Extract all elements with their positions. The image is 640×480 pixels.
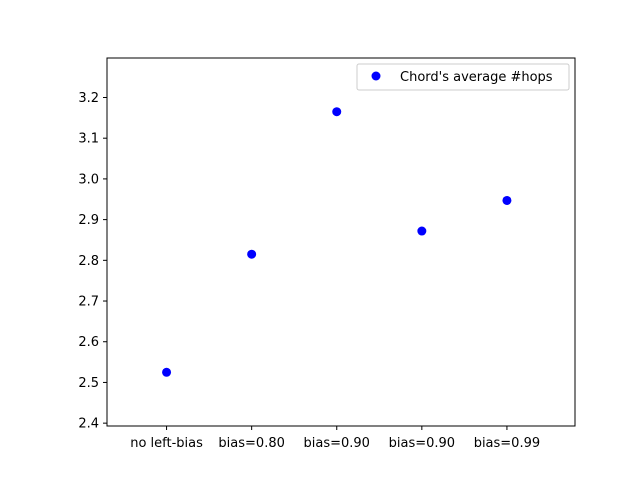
data-point-3 [417, 226, 427, 236]
data-point-1 [247, 249, 257, 259]
y-tick-label-5: 2.9 [78, 213, 99, 228]
data-points [162, 107, 512, 377]
legend: Chord's average #hops [356, 63, 570, 91]
legend-marker [371, 71, 381, 81]
x-axis: no left-bias bias=0.80 bias=0.90 bias=0.90 b… [130, 426, 540, 451]
x-tick-label-4: bias=0.99 [474, 436, 540, 451]
legend-box [356, 63, 570, 91]
data-point-0 [162, 367, 172, 377]
y-tick-label-7: 3.1 [78, 132, 99, 147]
y-tick-label-8: 3.2 [78, 91, 99, 106]
y-tick-label-6: 3.0 [78, 172, 99, 187]
y-tick-label-2: 2.6 [78, 335, 99, 350]
data-point-2 [332, 107, 342, 117]
legend-label: Chord's average #hops [400, 70, 553, 85]
x-tick-label-1: bias=0.80 [218, 436, 284, 451]
x-tick-label-2: bias=0.90 [304, 436, 370, 451]
x-tick-label-3: bias=0.90 [389, 436, 455, 451]
y-tick-label-1: 2.5 [78, 376, 99, 391]
x-tick-label-0: no left-bias [130, 436, 203, 451]
y-tick-label-0: 2.4 [78, 417, 99, 432]
plot-frame [106, 57, 576, 427]
data-point-4 [502, 195, 512, 205]
y-axis: 2.4 2.5 2.6 2.7 2.8 2.9 3.0 3.1 3.2 [78, 91, 107, 432]
y-tick-label-4: 2.8 [78, 254, 99, 269]
y-tick-label-3: 2.7 [78, 295, 99, 310]
